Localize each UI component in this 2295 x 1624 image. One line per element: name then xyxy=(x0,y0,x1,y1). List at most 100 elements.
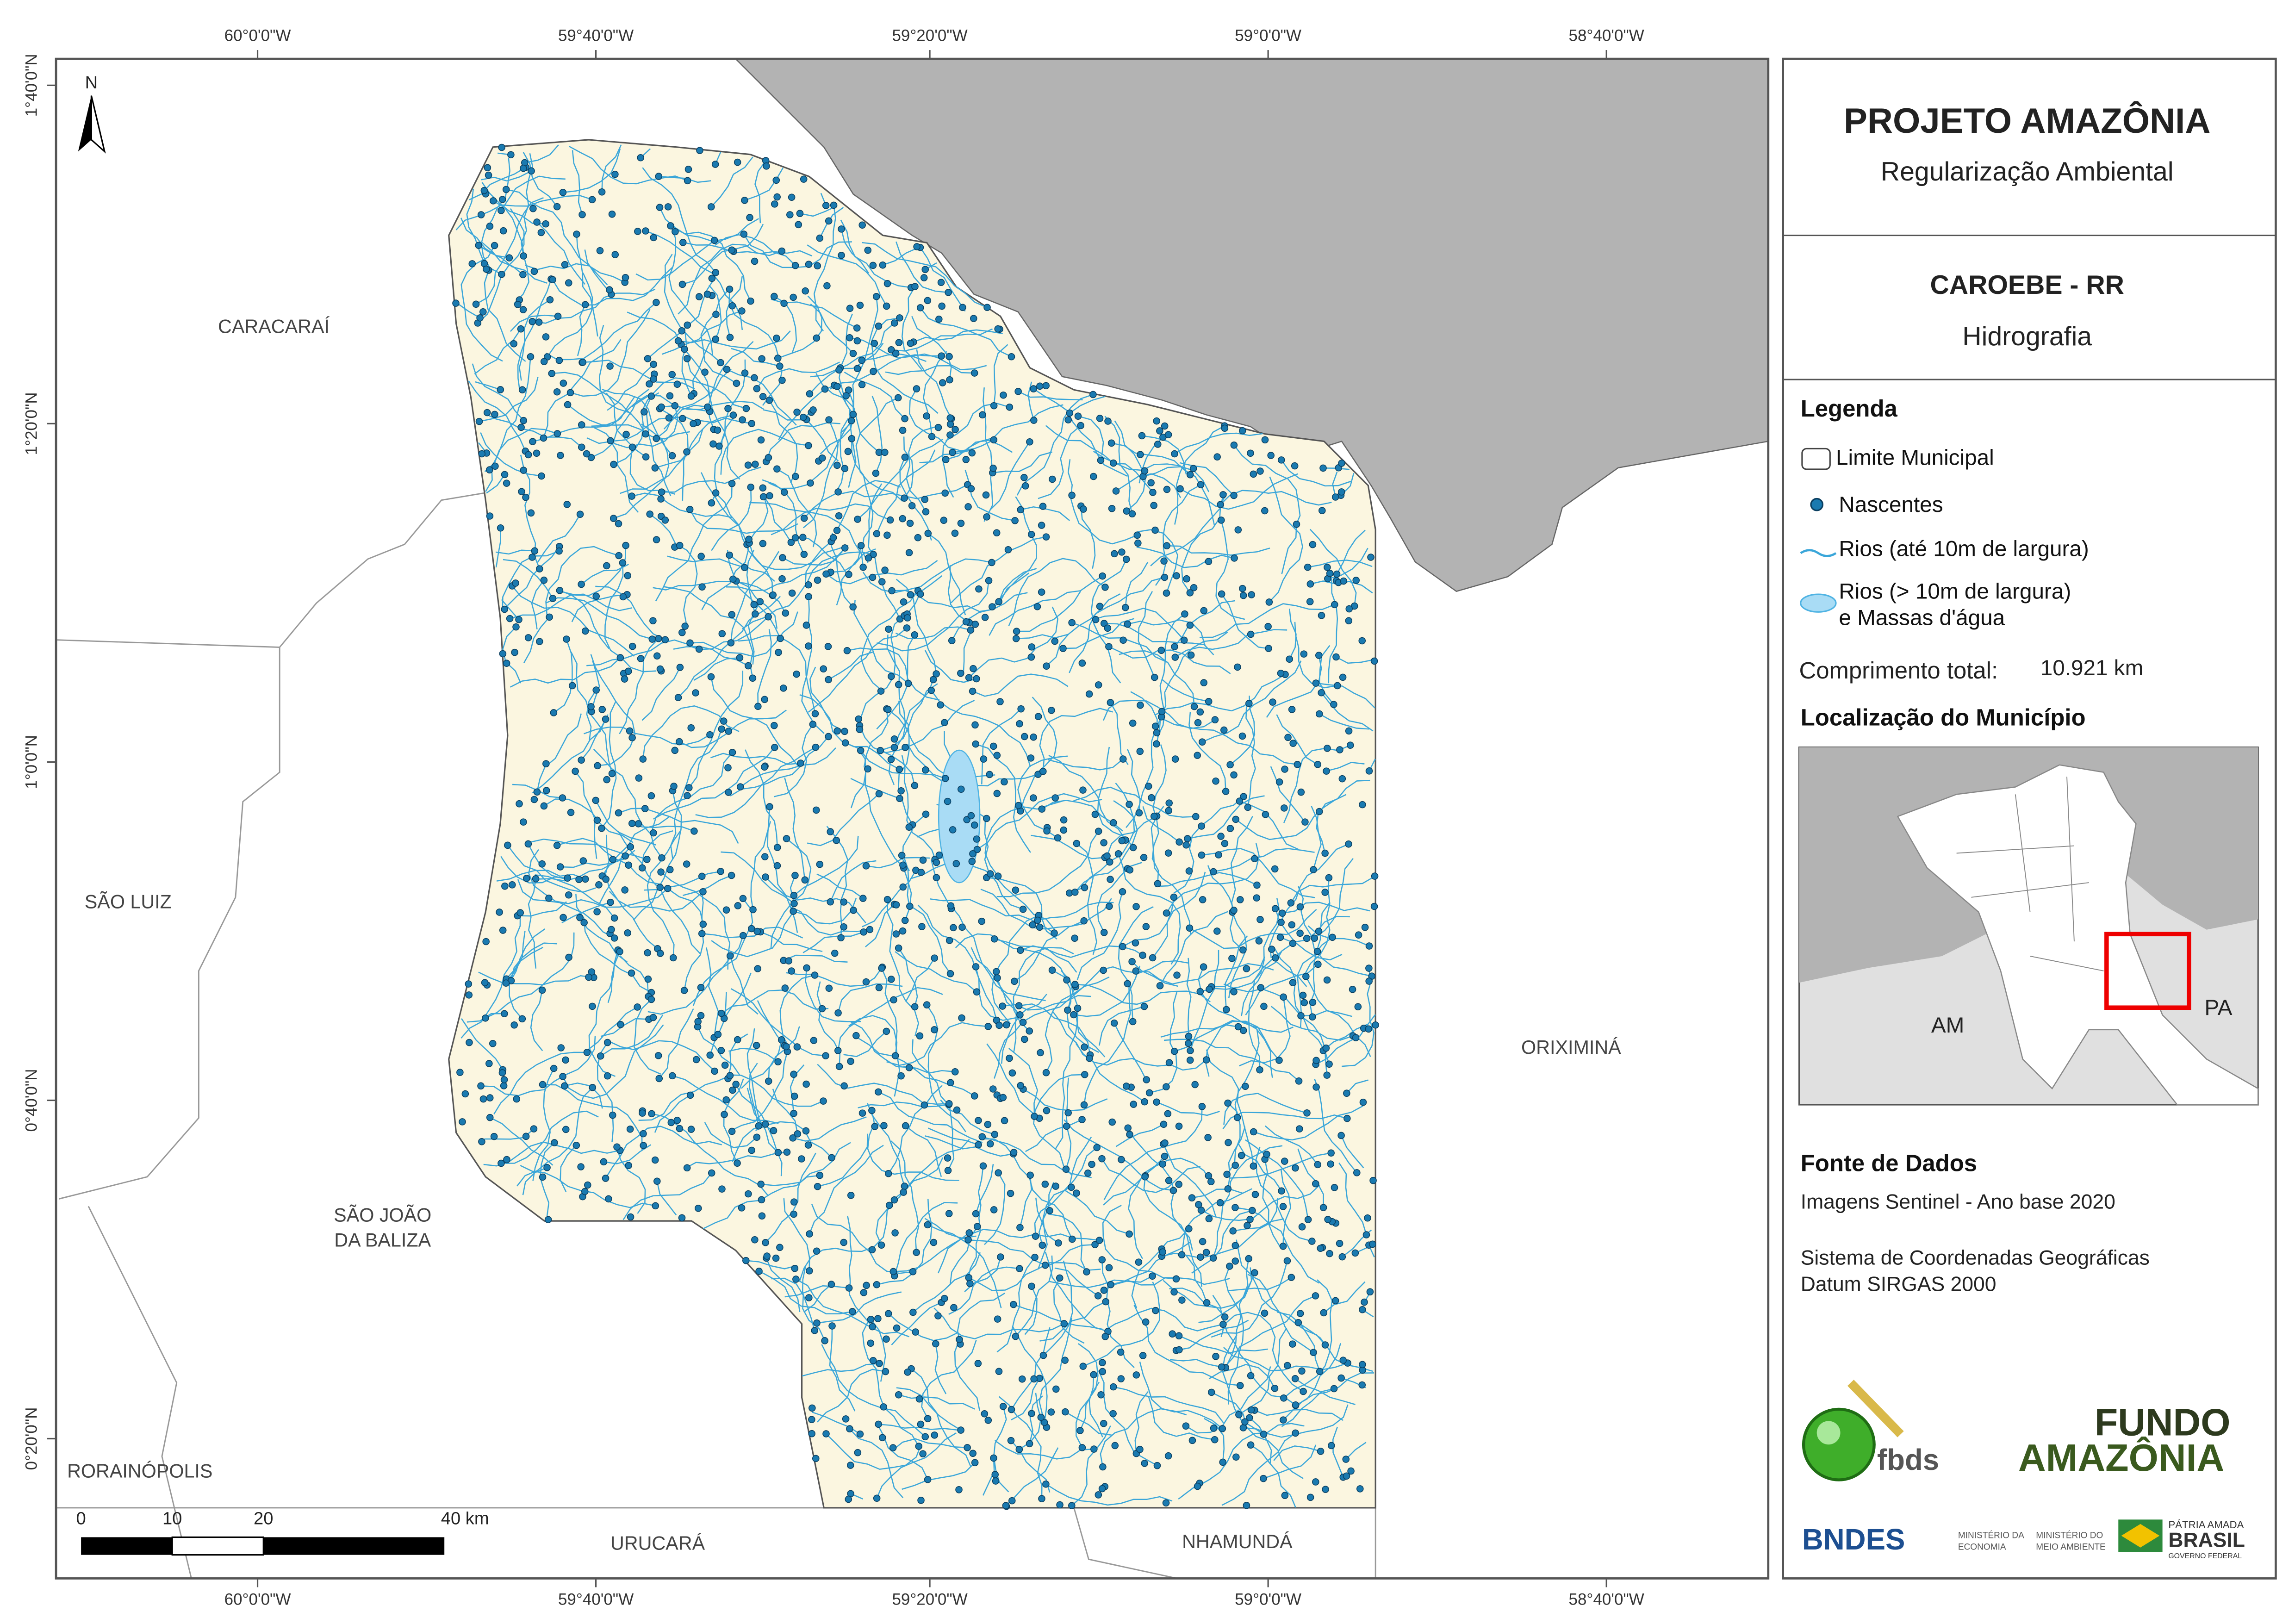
river xyxy=(700,290,737,384)
river xyxy=(1113,1386,1224,1423)
river xyxy=(1114,420,1146,512)
spring xyxy=(840,923,847,931)
spring xyxy=(615,520,622,528)
spring xyxy=(1322,1486,1329,1493)
spring xyxy=(578,756,585,764)
spring xyxy=(544,1216,552,1224)
spring xyxy=(622,541,629,549)
spring xyxy=(1028,643,1036,651)
spring xyxy=(1324,564,1331,571)
river xyxy=(536,713,582,792)
spring xyxy=(847,1192,855,1199)
spring xyxy=(704,403,711,411)
spring xyxy=(991,1131,999,1139)
spring xyxy=(857,542,865,549)
spring xyxy=(979,411,986,419)
spring xyxy=(1228,954,1236,962)
spring xyxy=(828,1154,835,1162)
river xyxy=(920,307,1011,357)
spring xyxy=(835,1063,843,1070)
spring xyxy=(1260,1431,1268,1438)
spring xyxy=(748,420,755,427)
spring xyxy=(865,554,872,562)
spring xyxy=(1099,1368,1107,1375)
spring xyxy=(1291,462,1299,470)
spring xyxy=(1170,893,1178,901)
spring xyxy=(1327,1149,1335,1157)
spring xyxy=(748,925,755,933)
spring xyxy=(1312,1180,1319,1188)
spring xyxy=(1062,1408,1069,1416)
spring xyxy=(1027,530,1035,538)
river xyxy=(1020,697,1057,811)
spring xyxy=(1202,1249,1210,1256)
spring xyxy=(1134,539,1142,547)
spring xyxy=(759,540,767,548)
spring xyxy=(577,1163,585,1170)
river xyxy=(1180,473,1299,510)
spring xyxy=(805,581,812,589)
spring xyxy=(922,508,930,516)
spring xyxy=(1299,991,1307,999)
river xyxy=(495,549,535,555)
river xyxy=(1225,935,1248,1010)
spring xyxy=(545,894,553,902)
spring xyxy=(707,673,715,681)
spring xyxy=(957,669,964,677)
spring xyxy=(480,187,488,194)
lat-label: 1°0'0"N xyxy=(22,735,40,789)
spring xyxy=(802,1127,810,1135)
spring xyxy=(957,1426,964,1434)
river xyxy=(1099,1006,1144,1046)
spring xyxy=(1151,722,1159,730)
spring xyxy=(1098,1256,1106,1263)
spring xyxy=(1247,630,1255,638)
spring xyxy=(1108,505,1116,512)
spring xyxy=(825,984,833,992)
spring xyxy=(1185,1033,1193,1040)
spring xyxy=(613,1143,621,1151)
spring xyxy=(568,682,576,690)
spring xyxy=(1280,1416,1287,1424)
spring xyxy=(712,336,720,343)
spring xyxy=(1154,880,1162,888)
spring xyxy=(522,1132,530,1140)
river xyxy=(816,873,864,899)
river xyxy=(505,946,544,983)
spring xyxy=(1324,1216,1331,1223)
spring xyxy=(950,1304,958,1312)
spring xyxy=(884,706,892,713)
river xyxy=(659,887,701,955)
spring xyxy=(991,1471,999,1478)
spring xyxy=(520,467,527,474)
spring xyxy=(1249,1207,1256,1214)
spring xyxy=(1367,554,1375,561)
spring xyxy=(1159,1248,1167,1256)
spring xyxy=(884,1310,892,1318)
spring xyxy=(1275,1057,1283,1064)
river xyxy=(631,492,732,518)
spring xyxy=(543,787,550,794)
river xyxy=(702,927,803,939)
river xyxy=(479,377,539,422)
spring xyxy=(610,460,617,468)
river xyxy=(1305,976,1371,1057)
river xyxy=(478,245,547,284)
spring xyxy=(684,321,691,329)
spring xyxy=(628,734,636,741)
spring xyxy=(878,1434,886,1442)
spring xyxy=(1238,1151,1245,1159)
spring xyxy=(1164,849,1172,857)
spring xyxy=(883,896,891,903)
spring xyxy=(653,299,660,306)
spring xyxy=(988,559,995,566)
spring xyxy=(945,1100,953,1108)
spring xyxy=(607,898,614,906)
spring xyxy=(1219,1425,1226,1432)
spring xyxy=(858,356,866,364)
spring xyxy=(800,550,808,558)
spring xyxy=(931,954,939,962)
spring xyxy=(1161,422,1169,430)
spring xyxy=(883,1335,890,1343)
river xyxy=(510,931,526,981)
